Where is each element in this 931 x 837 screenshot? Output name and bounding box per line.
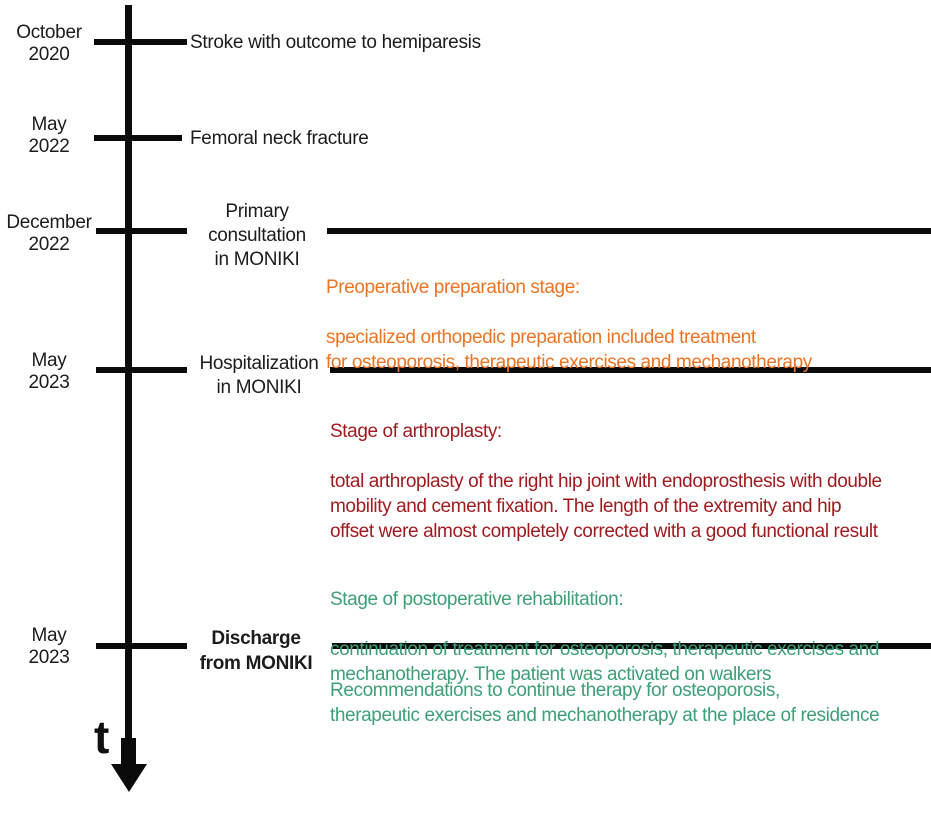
stage-line-arthroplasty	[330, 367, 931, 373]
stage-arthroplasty-title: Stage of arthroplasty:	[330, 421, 502, 442]
time-axis-arrow-icon	[111, 764, 147, 792]
stage-rehabilitation-title: Stage of postoperative rehabilitation:	[330, 589, 624, 610]
time-axis-label: t	[94, 711, 110, 763]
stage-preoperative-text: Preoperative preparation stage: speciali…	[326, 250, 906, 400]
stage-preoperative-description: specialized orthopedic preparation inclu…	[326, 327, 812, 373]
date-december-2022: December 2022	[6, 212, 92, 255]
event-femoral-neck-fracture: Femoral neck fracture	[190, 128, 369, 149]
stage-preoperative-title: Preoperative preparation stage:	[326, 277, 580, 298]
date-may-2023-hospitalization: May 2023	[28, 350, 70, 393]
event-primary-consultation: Primary consultation in MONIKI	[208, 201, 306, 270]
stage-recommendations-description: Recommendations to continue therapy for …	[330, 680, 880, 726]
time-axis-line	[125, 5, 132, 745]
stage-line-discharge	[332, 643, 931, 649]
time-axis-arrow-stem	[121, 738, 136, 766]
stage-arthroplasty-description: total arthroplasty of the right hip join…	[330, 471, 882, 542]
tick-may-2022	[94, 135, 182, 141]
stage-line-preoperative	[327, 228, 931, 234]
date-october-2020: October 2020	[16, 22, 82, 65]
stage-rehabilitation-description: continuation of treatment for osteoporos…	[330, 639, 880, 685]
event-discharge: Discharge from MONIKI	[199, 628, 313, 674]
date-may-2023-discharge: May 2023	[28, 625, 70, 668]
event-hospitalization: Hospitalization in MONIKI	[199, 353, 319, 398]
event-stroke: Stroke with outcome to hemiparesis	[190, 32, 481, 53]
stage-arthroplasty-text: Stage of arthroplasty: total arthroplast…	[330, 394, 920, 569]
tick-may-2023-discharge	[96, 643, 187, 649]
stage-rehabilitation-text: Stage of postoperative rehabilitation: c…	[330, 562, 920, 712]
stage-recommendations-text: Recommendations to continue therapy for …	[330, 653, 920, 753]
date-may-2022: May 2022	[28, 114, 70, 157]
tick-december-2022	[96, 228, 187, 234]
tick-october-2020	[94, 39, 187, 45]
tick-may-2023-hospitalization	[96, 367, 187, 373]
